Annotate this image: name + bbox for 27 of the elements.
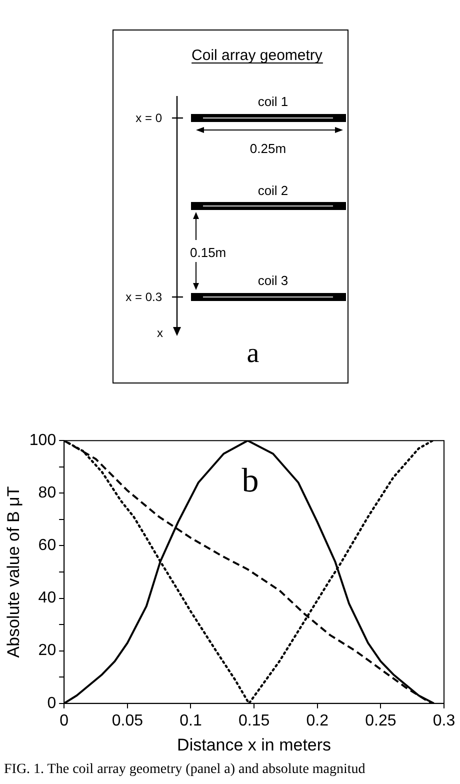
y-tick-label: 80 — [38, 484, 56, 502]
x-tick-label: 0.05 — [112, 712, 144, 730]
x-tick-label: 0.1 — [180, 712, 202, 730]
text: coil 1 — [258, 94, 288, 109]
text: a — [246, 338, 260, 369]
x-axis-title: Distance x in meters — [177, 735, 332, 754]
y-axis-title: Absolute value of B μT — [4, 486, 23, 658]
x-tick-label: 0.25 — [365, 712, 396, 730]
text: 0.15m — [190, 245, 226, 260]
y-tick-label: 40 — [38, 590, 56, 607]
text: x — [157, 326, 163, 340]
text: 0.25m — [250, 141, 286, 156]
y-tick-label: 60 — [38, 537, 56, 554]
text: coil 2 — [258, 183, 288, 198]
text: coil 3 — [258, 273, 288, 288]
annotation: b — [242, 462, 259, 500]
x-tick-label: 0.3 — [432, 712, 456, 730]
text: Coil array geometry — [192, 47, 323, 64]
x-tick-label: 0 — [60, 712, 69, 730]
x-tick-label: 0.2 — [306, 712, 329, 730]
x-tick-label: 0.15 — [238, 712, 270, 730]
y-tick-label: 100 — [29, 432, 56, 450]
text: x = 0 — [136, 111, 162, 125]
y-tick-label: 0 — [47, 694, 56, 712]
caption: FIG. 1. The coil array geometry (panel a) and absolute magnitud — [4, 762, 366, 778]
y-tick-label: 20 — [38, 642, 56, 660]
text: x = 0.3 — [126, 290, 162, 304]
